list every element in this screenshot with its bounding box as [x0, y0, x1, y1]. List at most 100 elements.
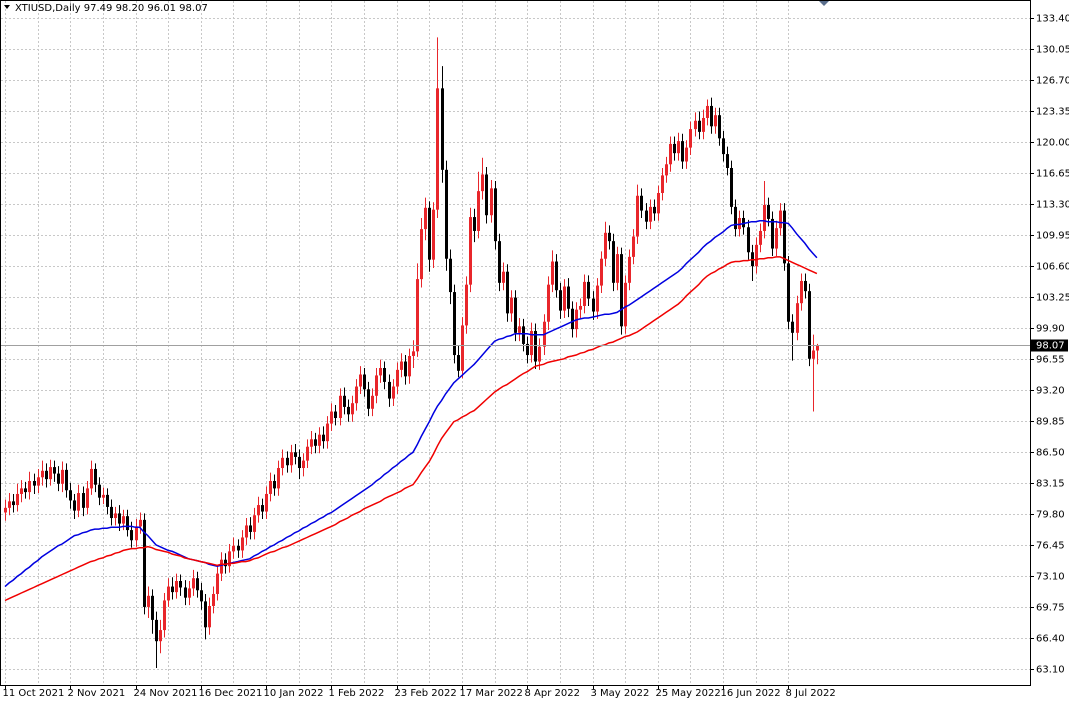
candle-body: [33, 480, 36, 486]
y-tick-label: 126.70: [1036, 76, 1069, 87]
x-tick-label: 2 Nov 2021: [68, 688, 126, 699]
chart-header: XTIUSD,Daily 97.49 98.20 96.01 98.07: [15, 3, 208, 14]
x-tick-label: 11 Oct 2021: [3, 688, 65, 699]
candle-body: [8, 501, 11, 508]
candle-body: [567, 286, 570, 309]
candle-body: [318, 434, 321, 446]
x-tick-label: 25 May 2022: [656, 688, 721, 699]
shift-marker[interactable]: [819, 1, 829, 6]
candle-body: [375, 375, 378, 396]
candle-body: [82, 493, 85, 508]
candle-body: [616, 254, 619, 283]
candle-body: [16, 493, 19, 506]
candle-body: [490, 188, 493, 216]
candle-body: [734, 206, 737, 230]
candle-body: [502, 271, 505, 283]
candle-body: [200, 590, 203, 602]
candle-body: [689, 129, 692, 148]
candle-body: [796, 303, 799, 333]
candle-body: [347, 406, 350, 415]
x-tick-label: 17 Mar 2022: [460, 688, 523, 699]
candle-body: [77, 493, 80, 511]
candle-body: [563, 286, 566, 311]
candle-body: [436, 88, 439, 210]
candle-body: [694, 120, 697, 130]
candle-body: [620, 254, 623, 327]
candle-body: [392, 386, 395, 399]
x-tick-label: 23 Feb 2022: [395, 688, 457, 699]
candle-body: [587, 281, 590, 299]
y-tick-label: 116.65: [1036, 169, 1069, 180]
candle-body: [428, 207, 431, 260]
y-tick-label: 103.25: [1036, 293, 1069, 304]
candle-body: [237, 545, 240, 551]
y-tick-label: 69.75: [1036, 603, 1065, 614]
candle-body: [24, 488, 27, 493]
y-tick-label: 113.30: [1036, 200, 1069, 211]
candle-body: [155, 619, 158, 642]
candle-body: [449, 258, 452, 293]
candle-body: [604, 232, 607, 259]
candle-body: [147, 595, 150, 607]
candle-body: [804, 280, 807, 292]
candle-body: [306, 446, 309, 461]
candle-body: [126, 516, 129, 531]
candle-body: [677, 141, 680, 154]
candle-body: [314, 439, 317, 446]
candle-body: [465, 284, 468, 326]
candle-body: [702, 117, 705, 132]
candle-body: [130, 530, 133, 541]
candle-body: [371, 395, 374, 409]
candle-body: [579, 305, 582, 310]
last-price-label: 98.07: [1036, 341, 1065, 352]
y-tick-label: 79.80: [1036, 510, 1065, 521]
candle-body: [669, 143, 672, 165]
candle-body: [408, 355, 411, 377]
x-tick-label: 3 May 2022: [591, 688, 650, 699]
candle-body: [228, 551, 231, 567]
candle-body: [628, 256, 631, 283]
candle-body: [273, 480, 276, 489]
menu-arrow[interactable]: [4, 5, 10, 9]
candle-body: [114, 513, 117, 519]
candle-body: [167, 586, 170, 601]
candle-body: [473, 217, 476, 231]
candle-body: [175, 581, 178, 593]
candle-body: [135, 526, 138, 541]
candle-body: [763, 205, 766, 231]
candle-body: [779, 210, 782, 229]
x-tick-label: 8 Apr 2022: [525, 688, 580, 699]
candle-body: [583, 281, 586, 306]
candle-body: [106, 494, 109, 507]
candle-body: [249, 525, 252, 532]
candle-body: [69, 490, 72, 501]
candle-body: [600, 258, 603, 286]
candle-body: [653, 206, 656, 214]
candle-body: [608, 232, 611, 242]
candle-body: [241, 537, 244, 551]
candle-body: [73, 500, 76, 511]
y-tick-label: 86.50: [1036, 448, 1065, 459]
candle-body: [265, 493, 268, 512]
candle-body: [632, 236, 635, 257]
candle-body: [102, 494, 105, 498]
x-tick-label: 10 Jan 2022: [264, 688, 324, 699]
y-tick-label: 96.55: [1036, 355, 1065, 366]
candle-body: [383, 368, 386, 382]
candle-body: [334, 411, 337, 419]
candle-body: [412, 351, 415, 356]
candle-body: [196, 578, 199, 591]
candle-body: [730, 167, 733, 207]
candle-body: [253, 515, 256, 532]
y-tick-label: 66.40: [1036, 634, 1065, 645]
candle-body: [477, 191, 480, 231]
candle-body: [359, 374, 362, 387]
candle-body: [506, 271, 509, 314]
candle-body: [400, 361, 403, 370]
candle-body: [775, 228, 778, 249]
candle-body: [685, 147, 688, 162]
candle-body: [355, 386, 358, 404]
candle-body: [294, 452, 297, 457]
candle-body: [645, 210, 648, 222]
